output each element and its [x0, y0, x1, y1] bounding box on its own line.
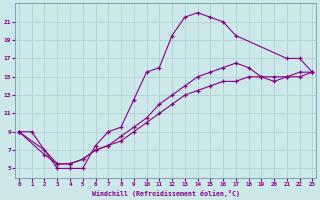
X-axis label: Windchill (Refroidissement éolien,°C): Windchill (Refroidissement éolien,°C) [92, 190, 240, 197]
